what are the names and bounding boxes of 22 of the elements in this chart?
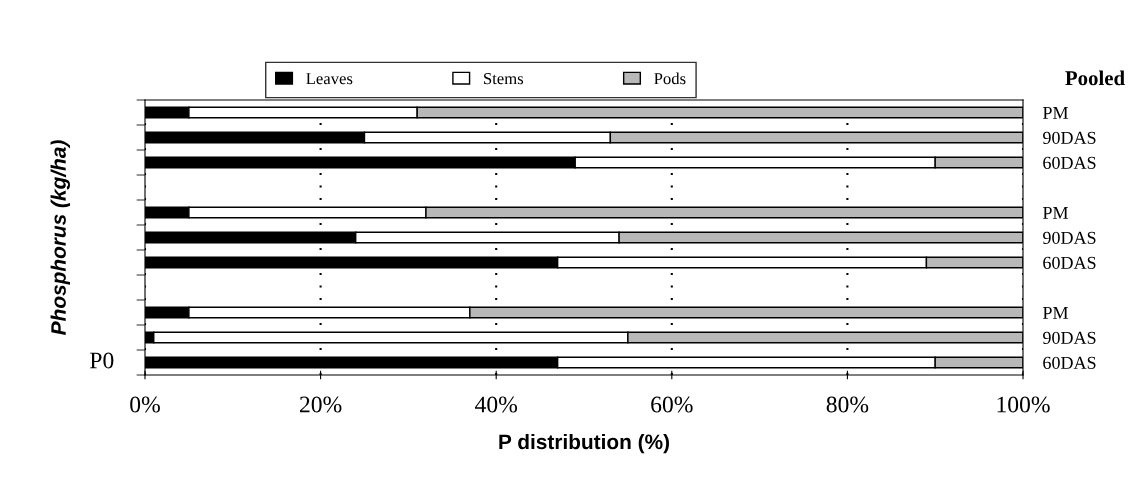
x-tick-label: 40% <box>475 396 518 413</box>
legend-label: Pods <box>654 72 686 85</box>
y-tick-label: PM <box>1042 106 1069 119</box>
y-tick-label: 60DAS <box>1043 156 1096 169</box>
y-tick-label: PM <box>1042 206 1069 219</box>
x-tick-label: 100% <box>997 396 1050 413</box>
legend-label: Stems <box>484 73 524 85</box>
legend-label: Leaves <box>306 73 353 85</box>
y-tick-label: 90DAS <box>1043 331 1096 344</box>
x-tick-label: 60% <box>651 396 693 413</box>
y-tick-label: 60DAS <box>1043 356 1096 369</box>
y-axis-title: Phosphorus (kg/ha) <box>50 140 70 335</box>
y-tick-label: PM <box>1042 306 1069 319</box>
y-tick-label: 60DAS <box>1043 256 1096 269</box>
y-tick-label: 90DAS <box>1043 131 1096 144</box>
x-tick-label: 0% <box>130 396 160 413</box>
x-axis-title: P distribution (%) <box>499 433 669 454</box>
y-tick-label: 90DAS <box>1043 231 1096 244</box>
text: P0 <box>90 352 114 369</box>
text: Pooled <box>1065 70 1125 86</box>
x-tick-label: 80% <box>826 396 869 413</box>
x-tick-label: 20% <box>300 396 342 413</box>
